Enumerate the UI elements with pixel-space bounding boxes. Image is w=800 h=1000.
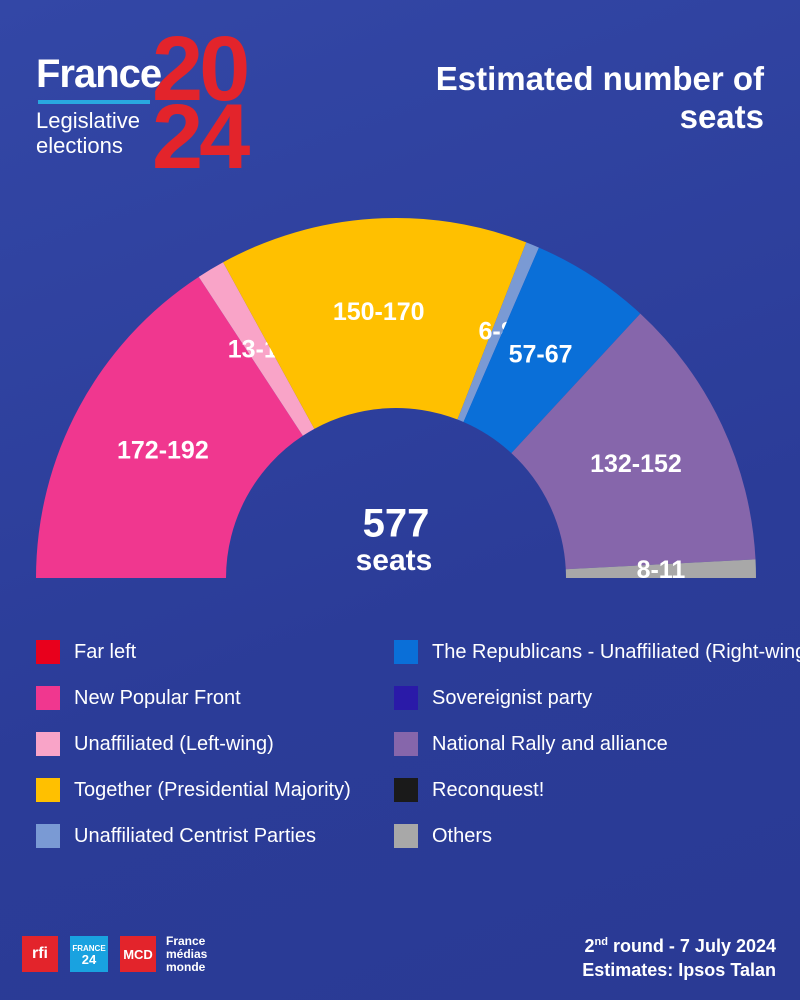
legend-item: Unaffiliated (Left-wing) [36, 732, 274, 756]
logo-mcd: MCD [120, 936, 156, 972]
seat-segment [457, 242, 539, 422]
legend-label: Reconquest! [432, 778, 545, 801]
legend-item: New Popular Front [36, 686, 241, 710]
subtitle: elections [36, 133, 123, 158]
legend-item: Reconquest! [394, 778, 544, 802]
legend-swatch [36, 640, 60, 664]
legend-label: Sovereignist party [432, 686, 593, 709]
legend-label: Far left [74, 640, 137, 663]
legend-item: Together (Presidential Majority) [36, 778, 351, 802]
value-label: 8-11 [637, 556, 686, 584]
brand: France [36, 52, 162, 96]
legend-label: Together (Presidential Majority) [74, 778, 351, 801]
legend-swatch [394, 732, 418, 756]
legend-swatch [394, 686, 418, 710]
legend-swatch [394, 640, 418, 664]
seat-segment [36, 276, 303, 578]
legend-item: National Rally and alliance [394, 732, 668, 756]
legend-swatch [36, 778, 60, 802]
round: 2nd round - 7 July 2024 [582, 930, 776, 958]
legend-item: Sovereignist party [394, 686, 592, 710]
legend-label: National Rally and alliance [432, 732, 668, 755]
legend-label: Unaffiliated Centrist Parties [74, 824, 316, 847]
legend-swatch [36, 824, 60, 848]
value-label: 150-170 [333, 298, 425, 326]
subtitle: Legislative [36, 108, 140, 133]
chart-title: Estimated number of seats [435, 60, 764, 135]
total: 577 [363, 502, 430, 546]
round-suffix: nd [594, 936, 608, 948]
value-label: 132-152 [590, 450, 682, 478]
legend-label: New Popular Front [74, 686, 241, 709]
logo-text: FRANCE [72, 944, 106, 953]
legend-item: Others [394, 824, 492, 848]
legend-label: Unaffiliated (Left-wing) [74, 732, 274, 755]
year-bottom: 24 [152, 86, 250, 188]
legend-label: Others [432, 824, 493, 847]
total-label: seats [356, 544, 433, 577]
legend-label: The Republicans - Unaffiliated (Right-wi… [432, 640, 800, 663]
legend-swatch [36, 732, 60, 756]
source: Estimates: Ipsos Talan [582, 960, 776, 980]
logo-fmm: France médias monde [166, 933, 208, 974]
logo-rfi: rfi [22, 936, 58, 972]
year-top: 20 [152, 18, 250, 120]
chart: 172-19213-16150-1706-857-67132-1528-1157… [36, 218, 756, 584]
seat-segment [198, 262, 315, 436]
logo-text: 24 [81, 952, 97, 967]
round-number: 2 [584, 936, 595, 956]
legend-item: The Republicans - Unaffiliated (Right-wi… [394, 640, 800, 664]
brand-underline [38, 100, 150, 104]
legend-swatch [36, 686, 60, 710]
value-label: 172-192 [117, 437, 209, 465]
seat-segment [223, 218, 527, 429]
round-text: round - 7 July 2024 [607, 936, 776, 956]
seat-segment [565, 559, 756, 578]
footer: 2nd round - 7 July 2024 Estimates: Ipsos… [582, 930, 776, 982]
seat-segment [511, 313, 756, 570]
logo-f24: FRANCE 24 [70, 936, 108, 972]
legend-swatch [394, 824, 418, 848]
seat-segment [463, 247, 641, 454]
value-label: 57-67 [509, 341, 573, 369]
legend-item: Far left [36, 640, 136, 664]
legend-swatch [394, 778, 418, 802]
legend-item: Unaffiliated Centrist Parties [36, 824, 316, 848]
